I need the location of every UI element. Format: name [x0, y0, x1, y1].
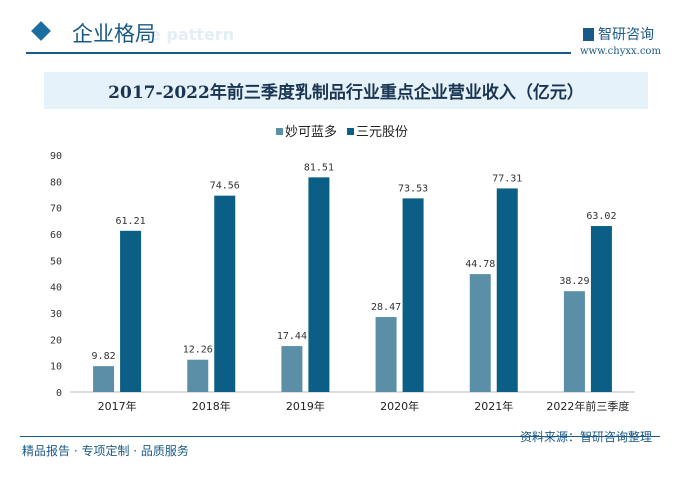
chart-title-box: 2017-2022年前三季度乳制品行业重点企业营业收入（亿元）: [44, 72, 648, 109]
bar-miaokelanduo: [563, 291, 585, 392]
bar-miaokelanduo: [93, 366, 115, 392]
header-subtitle: e pattern: [150, 25, 235, 44]
logo: 智研咨询: [583, 24, 654, 44]
y-tick-label: 90: [50, 151, 62, 162]
data-label: 28.47: [371, 302, 401, 313]
bar-sanyuan: [214, 195, 236, 392]
header-title: 企业格局: [72, 22, 156, 46]
data-label: 61.21: [116, 216, 146, 227]
legend-item-2: 三元股份: [347, 121, 408, 140]
data-label: 77.31: [492, 173, 522, 184]
logo-text: 智研咨询: [598, 27, 654, 43]
bar-sanyuan: [308, 177, 330, 392]
x-tick-label: 2017年: [98, 399, 137, 413]
data-label: 44.78: [465, 259, 495, 270]
chart-title: 2017-2022年前三季度乳制品行业重点企业营业收入（亿元）: [108, 83, 584, 103]
legend-swatch: [347, 128, 354, 135]
bar-sanyuan: [590, 226, 612, 392]
data-label: 17.44: [277, 331, 307, 342]
footer-divider: [20, 436, 660, 437]
bar-miaokelanduo: [469, 274, 491, 392]
y-tick-label: 60: [50, 230, 62, 241]
legend-label: 妙可蓝多: [284, 125, 337, 140]
legend-swatch: [275, 128, 283, 135]
y-tick-label: 10: [50, 362, 62, 373]
y-tick-label: 0: [56, 388, 62, 399]
data-label: 74.56: [210, 181, 240, 192]
data-label: 73.53: [398, 183, 428, 194]
x-tick-label: 2019年: [286, 399, 325, 413]
data-label: 12.26: [183, 345, 213, 356]
x-tick-label: 2022年前三季度: [546, 399, 629, 413]
y-tick-label: 30: [50, 309, 62, 320]
legend-item-1: 妙可蓝多: [275, 121, 337, 140]
data-label: 38.29: [559, 276, 589, 287]
data-label: 81.51: [304, 162, 334, 173]
bar-sanyuan: [496, 188, 518, 392]
y-tick-label: 20: [50, 335, 62, 346]
site-url: www.chyxx.com: [580, 46, 661, 57]
footer-tagline: 精品报告 · 专项定制 · 品质服务: [22, 444, 189, 458]
data-label: 9.82: [92, 351, 116, 362]
y-tick-label: 80: [50, 177, 62, 188]
y-tick-label: 40: [50, 283, 62, 294]
bar-miaokelanduo: [375, 317, 397, 392]
logo-icon: [583, 28, 594, 41]
x-tick-label: 2021年: [474, 399, 513, 413]
bar-miaokelanduo: [187, 359, 209, 392]
bar-sanyuan: [402, 198, 424, 392]
footer-source: 资料来源：智研咨询整理: [520, 430, 653, 444]
legend-label: 三元股份: [356, 125, 409, 140]
bar-sanyuan: [120, 230, 142, 392]
bar-miaokelanduo: [281, 346, 303, 392]
x-tick-label: 2020年: [380, 399, 419, 413]
x-tick-label: 2018年: [192, 399, 231, 413]
data-label: 63.02: [586, 211, 616, 222]
legend: 妙可蓝多 三元股份: [0, 121, 684, 140]
header-divider: [26, 52, 571, 54]
y-tick-label: 50: [50, 256, 62, 267]
y-tick-label: 70: [50, 204, 62, 215]
